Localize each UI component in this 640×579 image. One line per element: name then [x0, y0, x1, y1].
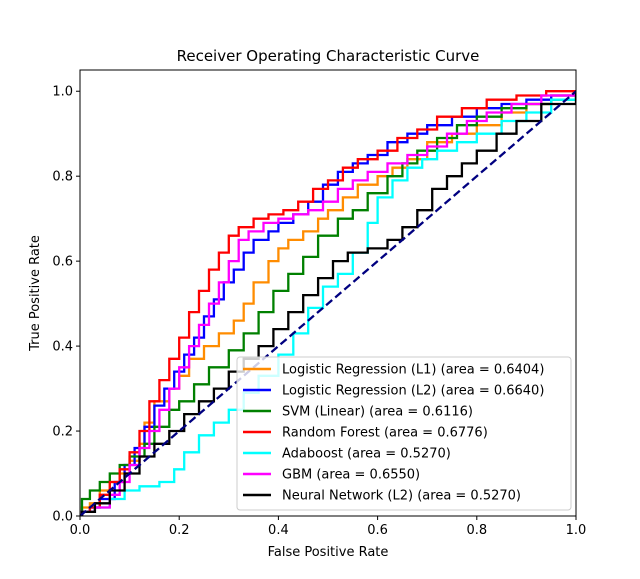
legend-label: Logistic Regression (L1) (area = 0.6404) [282, 363, 544, 378]
x-tick-label: 0.0 [70, 523, 91, 538]
plot-frame [79, 69, 577, 517]
roc-curve-1 [80, 91, 576, 516]
legend: Logistic Regression (L1) (area = 0.6404)… [236, 356, 572, 511]
roc-curve-6 [80, 91, 576, 516]
legend-label: Adaboost (area = 0.5270) [282, 447, 451, 462]
roc-curve-4 [80, 91, 576, 516]
chance-diagonal [80, 90, 576, 516]
x-tick-label: 0.2 [169, 523, 190, 538]
legend-label: GBM (area = 0.6550) [282, 468, 420, 483]
legend-label: Neural Network (L2) (area = 0.5270) [282, 489, 521, 504]
y-tick-label: 0.2 [52, 425, 73, 440]
legend-box [236, 356, 572, 511]
legend-label: Logistic Regression (L2) (area = 0.6640) [282, 384, 544, 399]
y-axis-label: True Positive Rate [28, 235, 43, 352]
x-axis-label: False Positive Rate [268, 545, 389, 560]
x-tick-label: 0.4 [268, 523, 289, 538]
x-tick-label: 0.6 [367, 523, 388, 538]
x-tick-label: 1.0 [566, 523, 587, 538]
chart-title: Receiver Operating Characteristic Curve [177, 47, 480, 65]
axis-ticks: 0.0 0.2 0.4 0.6 0.8 1.0 0.0 0.2 0.4 0.6 0.8 1.0 [52, 85, 586, 538]
legend-label: SVM (Linear) (area = 0.6116) [282, 405, 473, 420]
roc-curves [80, 90, 576, 516]
y-tick-label: 1.0 [52, 85, 73, 100]
y-tick-label: 0.0 [52, 510, 73, 525]
legend-label: Random Forest (area = 0.6776) [282, 426, 488, 441]
plot-area [80, 90, 576, 516]
x-tick-label: 0.8 [466, 523, 487, 538]
y-tick-label: 0.8 [52, 170, 73, 185]
y-tick-label: 0.6 [52, 255, 73, 270]
y-tick-label: 0.4 [52, 340, 73, 355]
